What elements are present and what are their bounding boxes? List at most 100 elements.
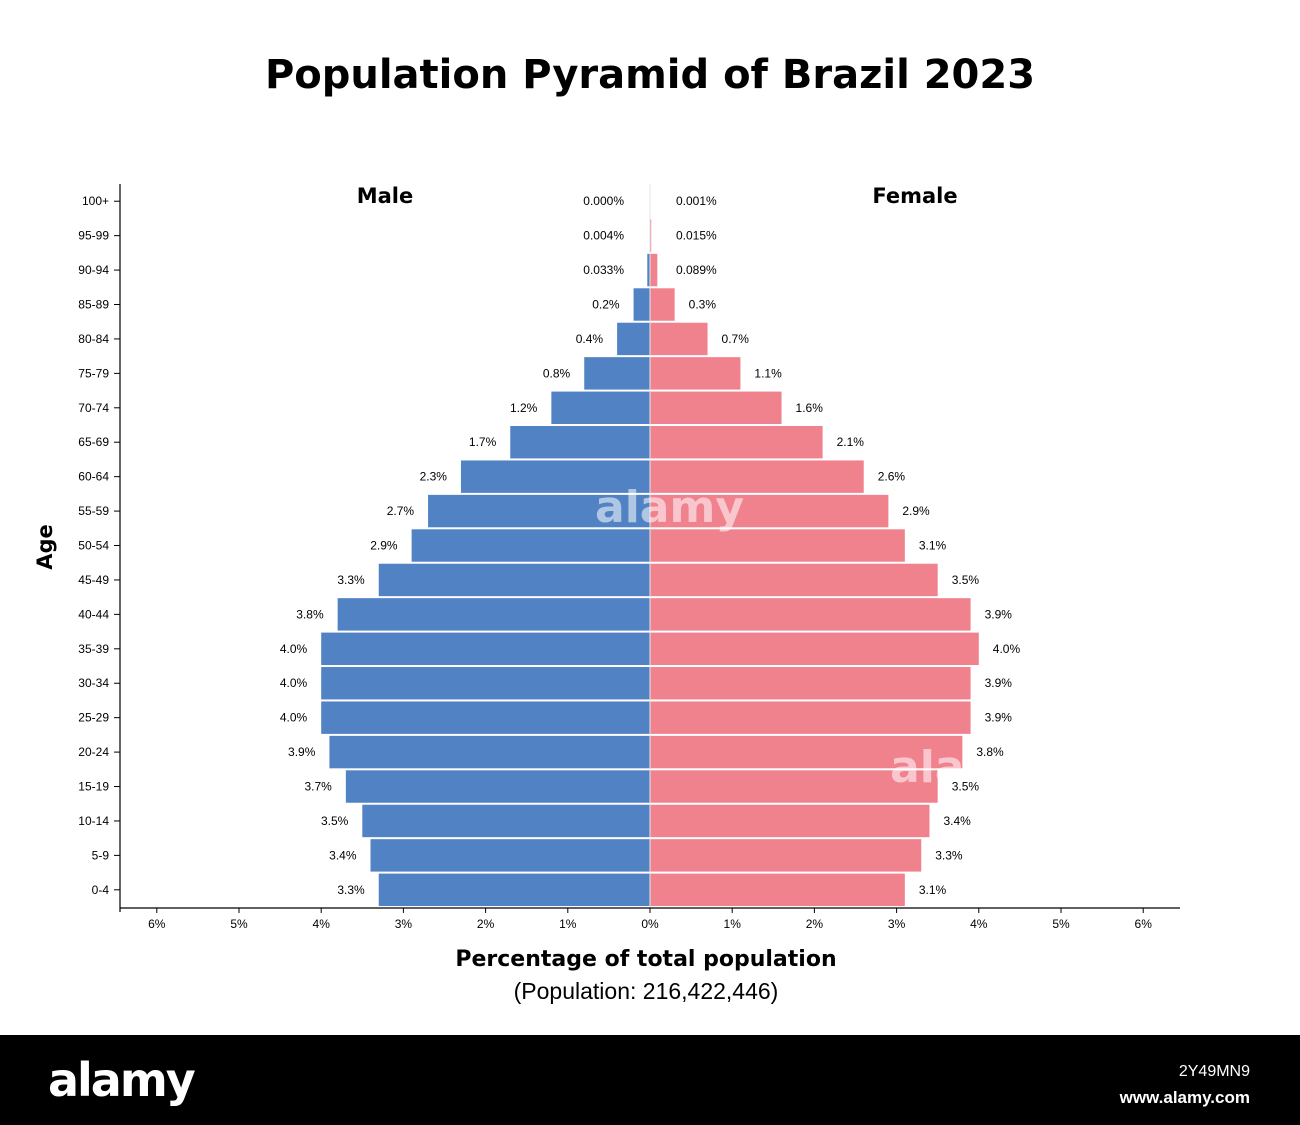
male-data-label: 1.7% [469, 435, 497, 449]
female-data-label: 4.0% [993, 642, 1021, 656]
female-bar [650, 632, 979, 666]
age-tick-label: 30-34 [78, 676, 109, 690]
female-bar [650, 873, 905, 907]
male-data-label: 2.3% [420, 470, 448, 484]
female-bar [650, 598, 971, 631]
male-data-label: 4.0% [280, 642, 308, 656]
male-bar [633, 288, 650, 321]
population-pyramid-chart: 0.000% 0.001% 100+ 0.004% 0.015% 95-99 0.033% 0… [33, 184, 1180, 1004]
x-tick-label: 5% [230, 917, 248, 931]
age-tick-label: 0-4 [92, 883, 110, 897]
male-data-label: 0.004% [583, 229, 624, 243]
male-data-label: 3.7% [305, 780, 333, 794]
x-tick-label: 4% [313, 917, 331, 931]
age-tick-label: 70-74 [78, 401, 109, 415]
female-bar [650, 253, 658, 287]
female-data-label: 3.4% [943, 814, 971, 828]
male-data-label: 3.5% [321, 814, 349, 828]
male-side-label: Male [357, 184, 414, 208]
male-data-label: 4.0% [280, 676, 308, 690]
female-bar [650, 460, 864, 493]
male-data-label: 1.2% [510, 401, 538, 415]
female-bar [650, 288, 675, 321]
female-data-label: 3.3% [935, 848, 963, 862]
male-data-label: 0.033% [583, 263, 624, 277]
female-bar [650, 391, 782, 425]
x-tick-label: 6% [1135, 917, 1153, 931]
chart-subtitle: (Population: 216,422,446) [514, 978, 779, 1004]
male-bar [378, 873, 650, 907]
female-bar [650, 529, 905, 562]
female-bar [650, 735, 963, 769]
male-bar [345, 770, 650, 803]
image-id: 2Y49MN9 [1178, 1063, 1250, 1080]
age-tick-label: 50-54 [78, 539, 109, 553]
age-tick-label: 20-24 [78, 745, 109, 759]
male-data-label: 3.3% [337, 573, 365, 587]
male-data-label: 0.000% [583, 194, 624, 208]
female-bar [650, 357, 741, 390]
male-bar [510, 426, 650, 459]
male-bar [329, 735, 650, 769]
male-data-label: 3.3% [337, 883, 365, 897]
male-bar [551, 391, 650, 425]
male-data-label: 3.4% [329, 848, 357, 862]
male-bar [370, 839, 650, 872]
age-tick-label: 35-39 [78, 642, 109, 656]
female-bar [650, 426, 823, 459]
male-bar [647, 253, 650, 287]
x-tick-label: 1% [724, 917, 742, 931]
female-data-label: 3.5% [952, 780, 980, 794]
alamy-logo: alamy [48, 1053, 196, 1107]
male-bar [321, 632, 650, 666]
female-bar [650, 701, 971, 734]
x-tick-label: 4% [970, 917, 988, 931]
age-tick-label: 10-14 [78, 814, 109, 828]
female-data-label: 0.7% [722, 332, 750, 346]
female-bar [650, 322, 708, 356]
age-tick-label: 15-19 [78, 780, 109, 794]
male-data-label: 2.7% [387, 504, 415, 518]
male-bar [584, 357, 650, 390]
age-tick-label: 55-59 [78, 504, 109, 518]
male-bar [337, 598, 650, 631]
female-data-label: 0.089% [676, 263, 717, 277]
age-tick-label: 65-69 [78, 435, 109, 449]
age-tick-label: 60-64 [78, 470, 109, 484]
age-tick-label: 25-29 [78, 711, 109, 725]
x-axis-label: Percentage of total population [455, 947, 836, 972]
x-tick-label: 5% [1052, 917, 1070, 931]
male-bar [428, 494, 650, 528]
footer-bar: alamy 2Y49MN9 www.alamy.com [0, 1035, 1300, 1125]
male-data-label: 0.2% [592, 298, 620, 312]
male-data-label: 4.0% [280, 711, 308, 725]
site-url: www.alamy.com [1119, 1088, 1250, 1107]
female-data-label: 2.6% [878, 470, 906, 484]
female-data-label: 3.9% [985, 711, 1013, 725]
female-data-label: 3.8% [976, 745, 1004, 759]
female-data-label: 1.6% [796, 401, 824, 415]
x-tick-label: 6% [148, 917, 166, 931]
female-data-label: 3.5% [952, 573, 980, 587]
male-bar [378, 563, 650, 597]
female-bar [650, 804, 930, 838]
chart-title: Population Pyramid of Brazil 2023 [264, 52, 1036, 98]
age-tick-label: 5-9 [92, 848, 110, 862]
female-bar [650, 494, 889, 528]
female-data-label: 2.1% [837, 435, 865, 449]
age-tick-label: 80-84 [78, 332, 109, 346]
age-tick-label: 95-99 [78, 229, 109, 243]
male-bar [362, 804, 650, 838]
female-bar [650, 770, 938, 803]
female-data-label: 0.3% [689, 298, 717, 312]
x-tick-label: 2% [477, 917, 495, 931]
female-data-label: 3.9% [985, 676, 1013, 690]
female-side-label: Female [872, 184, 957, 208]
female-bar [650, 563, 938, 597]
age-tick-label: 75-79 [78, 366, 109, 380]
male-data-label: 2.9% [370, 539, 398, 553]
x-tick-label: 3% [888, 917, 906, 931]
x-tick-label: 0% [641, 917, 659, 931]
female-bar [650, 667, 971, 700]
female-data-label: 3.1% [919, 883, 947, 897]
